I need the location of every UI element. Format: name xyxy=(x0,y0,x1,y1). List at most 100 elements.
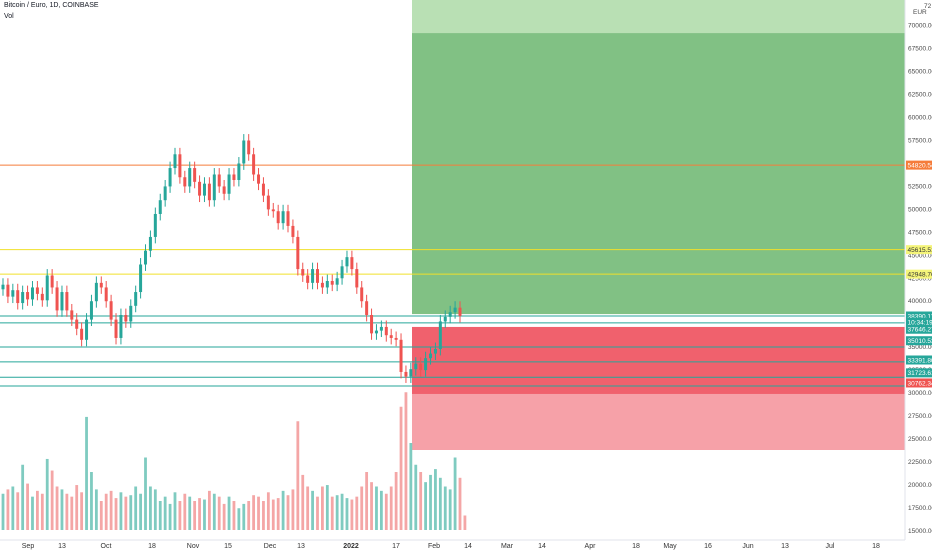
price-tick-label: 15000.00 xyxy=(908,528,932,535)
time-tick-label: Jun xyxy=(742,543,753,550)
volume-bar xyxy=(124,496,128,530)
candle-body xyxy=(30,287,34,300)
candle-body xyxy=(173,154,177,169)
time-tick-label: 13 xyxy=(781,543,789,550)
volume-bar xyxy=(262,501,265,530)
candle-body xyxy=(271,209,275,212)
volume-bar xyxy=(453,457,457,530)
volume-bar xyxy=(257,496,260,530)
volume-bar xyxy=(301,474,305,530)
volume-bar xyxy=(252,495,256,530)
candle-body xyxy=(355,269,359,288)
candle-body xyxy=(1,284,5,290)
price-tag xyxy=(906,368,932,378)
candle-body xyxy=(193,168,197,182)
candle-body xyxy=(325,281,329,288)
time-tick-label: May xyxy=(663,543,677,550)
candle-body xyxy=(384,326,388,336)
volume-bar xyxy=(399,406,403,530)
volume-bar xyxy=(242,503,246,530)
candle-body xyxy=(99,282,103,288)
candle-body xyxy=(389,335,393,338)
volume-bar xyxy=(271,499,275,530)
volume-bar xyxy=(335,495,339,530)
volume-bar xyxy=(375,486,378,530)
volume-bar xyxy=(183,493,187,530)
volume-bar xyxy=(365,472,369,530)
candle-body xyxy=(350,257,354,270)
candle-body xyxy=(163,186,167,201)
time-tick-label: 18 xyxy=(148,543,156,550)
time-tick-label: Jul xyxy=(826,543,835,550)
candle-body xyxy=(237,163,241,180)
candle-body xyxy=(227,174,231,194)
volume-bar xyxy=(129,495,133,530)
candle-body xyxy=(311,269,315,283)
price-tag-label: 33391.80 xyxy=(908,357,932,364)
candle-body xyxy=(261,183,265,196)
candle-body xyxy=(424,358,428,371)
candle-body xyxy=(70,310,74,320)
candle-body xyxy=(276,211,280,224)
price-tag xyxy=(906,378,932,388)
position-zone-1 xyxy=(412,33,905,315)
candle-body xyxy=(202,183,206,196)
volume-bar xyxy=(340,493,344,530)
candle-body xyxy=(247,140,251,155)
volume-bar xyxy=(16,492,20,530)
volume-bar xyxy=(168,503,172,530)
candle-body xyxy=(286,211,290,226)
candle-body xyxy=(409,369,413,377)
price-tick-label: 17500.00 xyxy=(908,505,932,512)
volume-bar xyxy=(438,477,442,530)
time-tick-label: Dec xyxy=(264,543,277,550)
candle-body xyxy=(85,319,89,340)
price-tag xyxy=(906,311,932,321)
price-tick-label: 47500.00 xyxy=(908,229,932,236)
price-tick-label: 35000.00 xyxy=(908,344,932,351)
candle-body xyxy=(458,307,462,316)
volume-bar xyxy=(276,498,280,530)
time-tick-label: Mar xyxy=(501,543,514,550)
volume-bar xyxy=(360,486,364,530)
volume-bar xyxy=(429,474,432,530)
volume-bar xyxy=(291,489,295,530)
volume-bar xyxy=(227,496,231,530)
volume-bar xyxy=(21,464,25,530)
time-tick-label: Oct xyxy=(101,543,112,550)
volume-bar xyxy=(394,472,398,530)
price-tick-label: 22500.00 xyxy=(908,459,932,466)
candle-body xyxy=(335,278,339,285)
candle-body xyxy=(80,328,84,340)
candle-body xyxy=(198,181,202,196)
candle-body xyxy=(414,363,418,370)
volume-bar xyxy=(321,486,324,530)
volume-bar xyxy=(65,493,69,530)
volume-bar xyxy=(60,489,64,530)
volume-bar xyxy=(11,486,15,530)
price-tick-label: 67500.00 xyxy=(908,46,932,53)
volume-bar xyxy=(35,490,39,530)
volume-bar xyxy=(237,508,241,530)
volume-bar xyxy=(281,490,285,530)
candle-body xyxy=(45,275,49,301)
time-tick-label: Nov xyxy=(187,543,200,550)
volume-bar xyxy=(134,486,138,530)
price-tick-label: 27500.00 xyxy=(908,413,932,420)
volume-bar xyxy=(203,499,206,530)
price-tag-label: 45615.51 xyxy=(908,247,932,254)
candle-body xyxy=(453,307,457,313)
candle-body xyxy=(232,174,236,180)
volume-bar xyxy=(139,493,142,530)
candle-body xyxy=(11,290,15,297)
candle-body xyxy=(212,174,216,201)
candle-body xyxy=(104,287,108,302)
volume-bar xyxy=(389,486,393,530)
currency-label: EUR xyxy=(913,9,927,16)
candle-body xyxy=(306,275,310,283)
candle-body xyxy=(50,275,54,288)
candle-body xyxy=(379,326,383,331)
candle-body xyxy=(419,363,423,371)
volume-bar xyxy=(75,485,79,530)
